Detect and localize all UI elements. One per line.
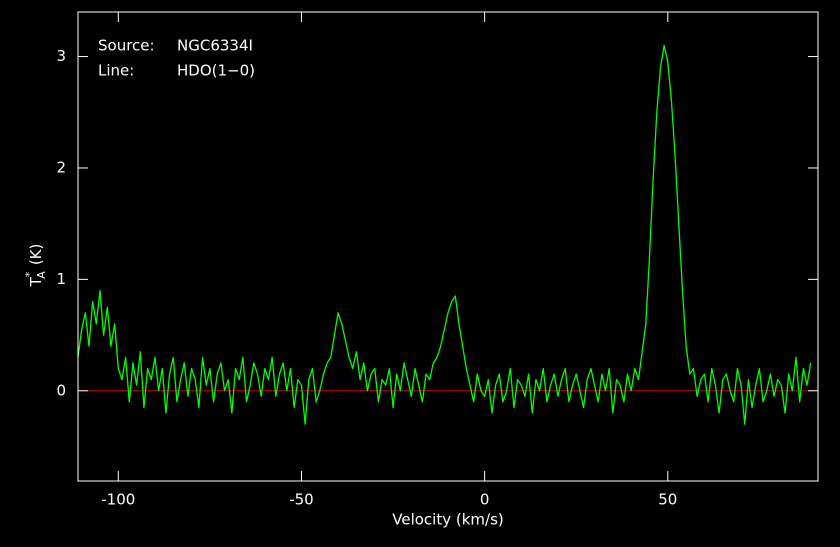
annotation-value: HDO(1−0) <box>177 62 255 80</box>
y-tick-label: 2 <box>56 158 66 176</box>
y-tick-label: 3 <box>56 47 66 65</box>
spectrum-line <box>77 44 812 425</box>
annotation-label: Source: <box>98 37 155 55</box>
y-label-superscript: * <box>23 271 36 277</box>
plot-frame <box>77 11 819 482</box>
y-axis-label: T*A (K) <box>23 244 48 288</box>
y-tick-label: 0 <box>56 381 66 399</box>
x-tick-label: -50 <box>289 491 314 509</box>
x-tick-label: -100 <box>101 491 135 509</box>
y-label-subscript: A <box>35 271 48 279</box>
x-tick-label: 50 <box>658 491 677 509</box>
annotation-label: Line: <box>98 62 134 80</box>
annotation-value: NGC6334I <box>177 37 253 55</box>
y-label-symbol: T <box>27 276 45 287</box>
x-tick-label: 0 <box>480 491 490 509</box>
y-tick-label: 1 <box>56 270 66 288</box>
y-label-unit: (K) <box>27 244 45 266</box>
x-axis-label: Velocity (km/s) <box>392 511 503 529</box>
